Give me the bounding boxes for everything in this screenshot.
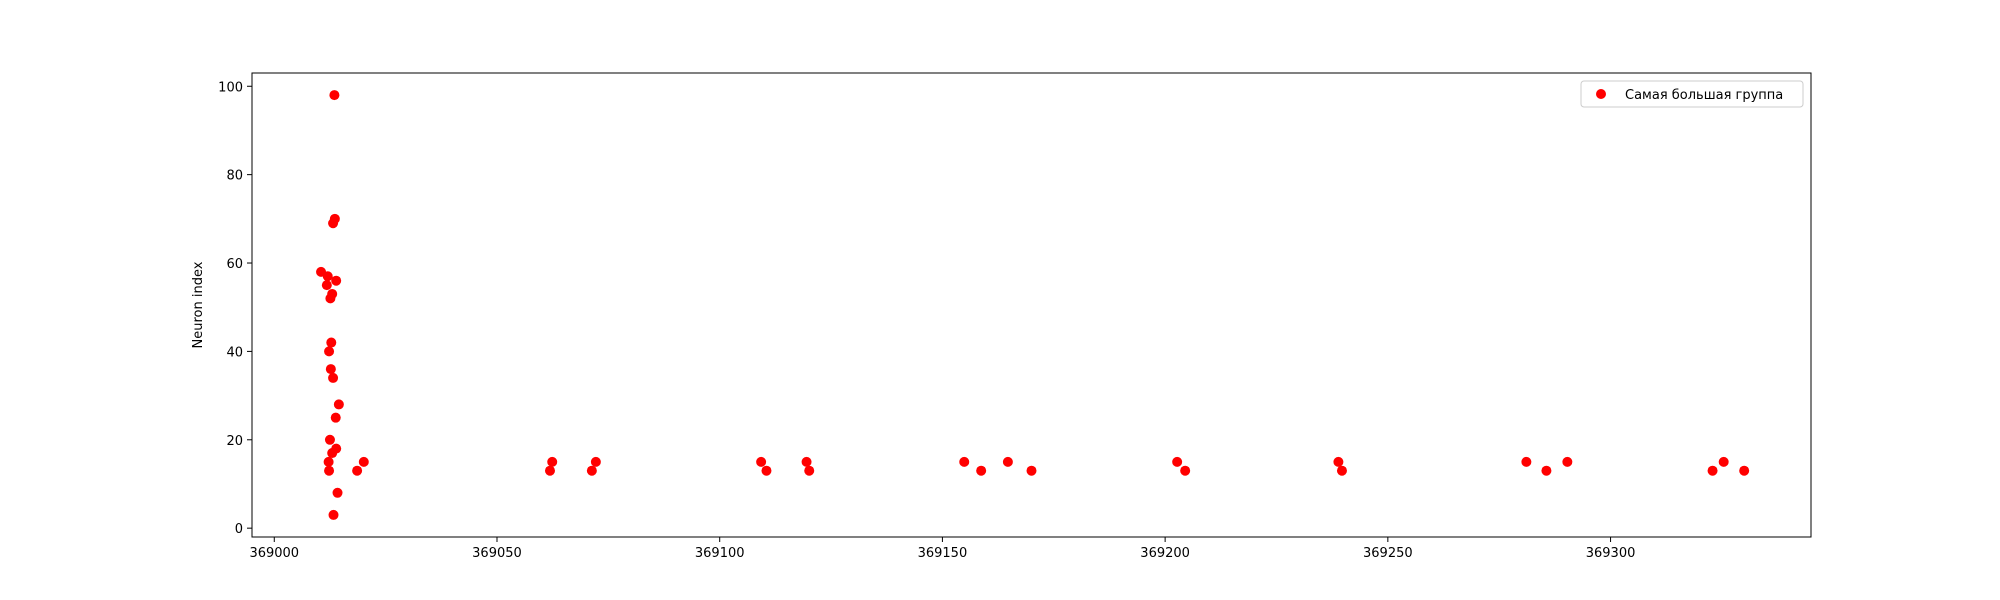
- data-point: [332, 487, 343, 498]
- data-point: [325, 364, 336, 375]
- data-point: [323, 456, 334, 467]
- data-point: [1562, 456, 1573, 467]
- y-axis: 0 20 40 60 80 100: [218, 80, 252, 537]
- data-point: [547, 456, 558, 467]
- data-point: [329, 90, 340, 101]
- y-axis-title: Neuron index: [191, 261, 206, 348]
- legend-marker: [1596, 89, 1606, 99]
- data-point: [544, 465, 555, 476]
- data-points: [316, 90, 1750, 520]
- data-point: [1521, 456, 1532, 467]
- data-point: [328, 509, 339, 520]
- x-tick-label: 369250: [1363, 546, 1413, 561]
- data-point: [801, 456, 812, 467]
- data-point: [324, 346, 335, 357]
- data-point: [586, 465, 597, 476]
- x-tick-label: 369200: [1140, 546, 1190, 561]
- data-point: [756, 456, 767, 467]
- y-tick-label: 80: [226, 169, 243, 184]
- data-point: [804, 465, 815, 476]
- x-tick-label: 369300: [1586, 546, 1636, 561]
- data-point: [328, 372, 339, 383]
- data-point: [329, 213, 340, 224]
- x-tick-label: 369000: [249, 546, 299, 561]
- data-point: [321, 280, 332, 291]
- data-point: [324, 465, 335, 476]
- legend[interactable]: Самая большая группа: [1580, 80, 1804, 108]
- x-tick-label: 369150: [918, 546, 968, 561]
- data-point: [959, 456, 970, 467]
- data-point: [1541, 465, 1552, 476]
- x-tick-label: 369050: [472, 546, 522, 561]
- data-point: [761, 465, 772, 476]
- y-tick-label: 20: [226, 434, 243, 449]
- data-point: [326, 337, 337, 348]
- data-point: [324, 434, 335, 445]
- data-point: [1336, 465, 1347, 476]
- y-tick-label: 60: [226, 257, 243, 272]
- data-point: [358, 456, 369, 467]
- y-tick-label: 40: [226, 345, 243, 360]
- data-point: [330, 412, 341, 423]
- x-tick-label: 369100: [695, 546, 745, 561]
- data-point: [352, 465, 363, 476]
- y-tick-label: 100: [218, 80, 243, 95]
- data-point: [976, 465, 987, 476]
- data-point: [1739, 465, 1750, 476]
- data-point: [1180, 465, 1191, 476]
- data-point: [1707, 465, 1718, 476]
- y-tick-label: 0: [235, 522, 243, 537]
- data-point: [327, 448, 338, 459]
- data-point: [1718, 456, 1729, 467]
- data-point: [1002, 456, 1013, 467]
- data-point: [590, 456, 601, 467]
- data-point: [333, 399, 344, 410]
- axes-frame: [251, 72, 1812, 538]
- legend-label: Самая большая группа: [1625, 88, 1783, 103]
- legend-box: [1580, 80, 1804, 108]
- x-axis: 369000 369050 369100 369150 369200 369250 3693…: [249, 537, 1635, 561]
- data-point: [322, 271, 333, 282]
- data-point: [1026, 465, 1037, 476]
- data-point: [331, 275, 342, 286]
- data-point: [325, 293, 336, 304]
- data-point: [1172, 456, 1183, 467]
- data-point: [1333, 456, 1344, 467]
